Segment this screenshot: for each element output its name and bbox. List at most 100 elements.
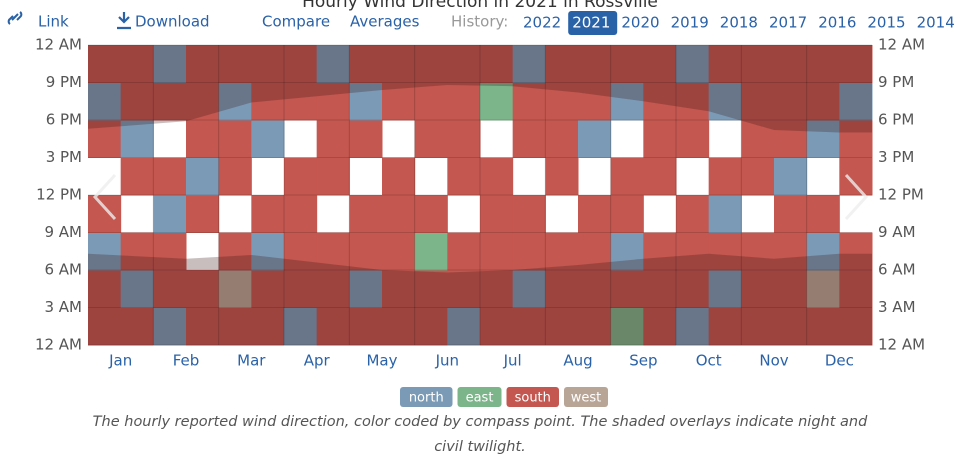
cell	[251, 120, 285, 158]
cell	[186, 45, 220, 83]
year[interactable]: 2015	[867, 14, 905, 32]
cell	[480, 157, 514, 196]
cell	[316, 270, 350, 308]
cell	[316, 157, 350, 196]
y-tick-label: 6 AM	[44, 261, 82, 279]
cell	[480, 82, 514, 121]
cell	[153, 157, 187, 196]
year[interactable]: 2017	[769, 14, 807, 32]
cell	[218, 232, 252, 271]
year[interactable]: 2022	[523, 14, 561, 32]
cell	[512, 270, 546, 308]
cell	[251, 82, 285, 121]
y-tick-label: 3 AM	[878, 298, 916, 316]
link[interactable]: Link	[38, 13, 69, 31]
x-tick-label: Sep	[629, 352, 657, 370]
download-icon	[117, 12, 131, 30]
cell	[480, 45, 514, 83]
cell	[349, 195, 383, 233]
cell	[480, 270, 514, 308]
legend-label: north	[409, 391, 444, 406]
cell	[839, 120, 873, 158]
night-overlay	[88, 253, 872, 345]
cell	[806, 270, 840, 308]
cell	[774, 45, 808, 83]
cell	[610, 157, 644, 196]
download[interactable]: Download	[135, 13, 210, 31]
cell	[120, 157, 154, 196]
cell	[578, 270, 612, 308]
cell	[316, 82, 350, 121]
year-list: 2022 2021 2020 2019 2018 2017 2016 2015 2014	[523, 11, 955, 35]
cell	[676, 195, 710, 233]
y-tick-label: 12 AM	[35, 336, 82, 354]
cell	[676, 120, 710, 158]
cell	[447, 82, 481, 121]
cell	[349, 232, 383, 271]
cell	[120, 232, 154, 271]
cell	[741, 157, 775, 196]
cell	[88, 307, 122, 346]
cell	[414, 120, 448, 158]
cell	[88, 270, 122, 308]
x-tick-label: Feb	[173, 352, 200, 370]
cell	[251, 45, 285, 83]
cell	[676, 82, 710, 121]
compare[interactable]: Compare	[262, 13, 330, 31]
cell	[153, 195, 187, 233]
next-arrow[interactable]	[844, 173, 869, 221]
cell	[643, 45, 677, 83]
cell	[741, 232, 775, 271]
cell	[186, 120, 220, 158]
year[interactable]: 2018	[720, 14, 758, 32]
y-tick-label: 3 PM	[46, 148, 82, 166]
legend-label: south	[515, 391, 551, 406]
y-tick-label: 12 PM	[878, 186, 924, 204]
cell	[218, 157, 252, 196]
averages[interactable]: Averages	[350, 13, 420, 31]
cell	[218, 82, 252, 121]
cell	[774, 82, 808, 121]
cell	[708, 270, 742, 308]
cell	[578, 45, 612, 83]
year[interactable]: 2016	[818, 14, 856, 32]
year[interactable]: 2021	[572, 14, 610, 32]
cell	[578, 195, 612, 233]
caption-line: The hourly reported wind direction, colo…	[93, 414, 868, 430]
cell	[774, 232, 808, 271]
cell	[316, 120, 350, 158]
year[interactable]: 2014	[917, 14, 955, 32]
y-tick-label: 9 PM	[878, 73, 914, 91]
cell	[414, 82, 448, 121]
cell	[708, 82, 742, 121]
cell	[578, 307, 612, 346]
cell	[186, 195, 220, 233]
cell	[774, 157, 808, 196]
toolbar: Link Download Compare Averages History:	[7, 11, 508, 31]
cell	[806, 195, 840, 233]
cell	[545, 307, 579, 346]
cell	[480, 307, 514, 346]
cell	[839, 45, 873, 83]
cell	[447, 157, 481, 196]
legend-swatch	[457, 387, 502, 407]
cell	[382, 195, 416, 233]
cell	[610, 45, 644, 83]
y-tick-label: 3 PM	[878, 148, 914, 166]
cell	[774, 270, 808, 308]
cell	[316, 232, 350, 271]
year[interactable]: 2020	[621, 14, 659, 32]
cell	[578, 120, 612, 158]
cell	[284, 157, 318, 196]
cell	[545, 157, 579, 196]
cell	[708, 157, 742, 196]
cell	[545, 120, 579, 158]
y-tick-label: 12 AM	[878, 336, 925, 354]
x-tick-label: Dec	[825, 352, 854, 370]
cell	[512, 45, 546, 83]
y-tick-label: 12 AM	[878, 36, 925, 54]
year[interactable]: 2019	[671, 14, 709, 32]
link-icon	[7, 11, 23, 25]
prev-arrow[interactable]	[92, 173, 117, 221]
